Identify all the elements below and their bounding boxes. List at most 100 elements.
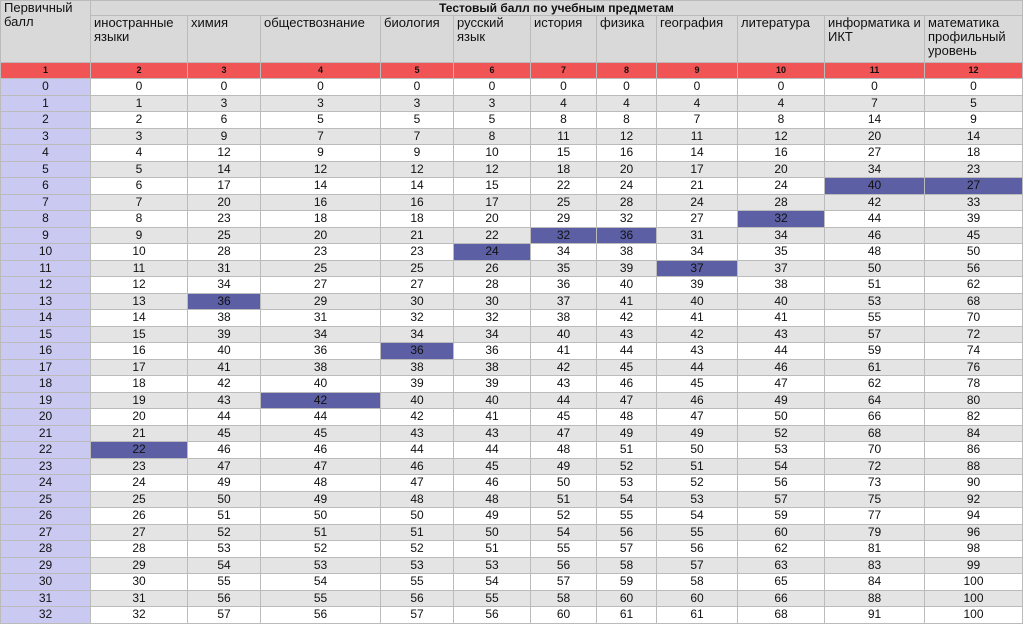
table-row: 21 21 45 45 43 43 47 49 49 52 68 84	[0, 424, 1024, 442]
test-score: 12	[453, 160, 531, 178]
test-score: 52	[260, 540, 381, 558]
test-score: 98	[923, 540, 1024, 558]
test-score: 44	[380, 441, 454, 459]
table-row: 12 12 34 27 27 28 36 40 39 38 51 62	[0, 276, 1024, 294]
primary-score: 10	[0, 243, 91, 261]
test-score: 27	[380, 276, 454, 294]
test-score: 8	[737, 111, 825, 129]
test-score: 0	[656, 78, 738, 96]
primary-score: 32	[0, 606, 91, 624]
test-score: 43	[737, 325, 825, 343]
test-score: 35	[530, 259, 597, 277]
test-score: 50	[380, 507, 454, 525]
test-score: 32	[530, 226, 597, 244]
test-score: 40	[737, 292, 825, 310]
test-score: 52	[380, 540, 454, 558]
test-score: 56	[530, 556, 597, 574]
test-score: 59	[824, 342, 925, 360]
test-score: 55	[380, 573, 454, 591]
test-score: 43	[530, 375, 597, 393]
test-score: 80	[923, 391, 1024, 409]
test-score: 28	[596, 193, 657, 211]
test-score: 30	[453, 292, 531, 310]
test-score: 26	[453, 259, 531, 277]
test-score: 14	[90, 309, 188, 327]
column-number: 11	[824, 62, 925, 79]
primary-score: 2	[0, 111, 91, 129]
test-score: 3	[453, 94, 531, 112]
test-score: 56	[923, 259, 1024, 277]
test-score: 12	[380, 160, 454, 178]
table-row: 25 25 50 49 48 48 51 54 53 57 75 92	[0, 490, 1024, 508]
column-number: 9	[656, 62, 738, 79]
primary-score: 17	[0, 358, 91, 376]
test-score: 44	[596, 342, 657, 360]
test-score: 16	[90, 342, 188, 360]
test-score: 58	[656, 573, 738, 591]
test-score: 68	[737, 606, 825, 624]
test-score: 8	[596, 111, 657, 129]
test-score: 53	[737, 441, 825, 459]
test-score: 46	[453, 474, 531, 492]
test-score: 49	[656, 424, 738, 442]
primary-score: 31	[0, 589, 91, 607]
test-score: 41	[530, 342, 597, 360]
test-score: 20	[260, 226, 381, 244]
test-score: 73	[824, 474, 925, 492]
test-score: 45	[923, 226, 1024, 244]
column-number: 3	[187, 62, 261, 79]
test-score: 11	[90, 259, 188, 277]
primary-score: 0	[0, 78, 91, 96]
test-score: 42	[187, 375, 261, 393]
test-score: 84	[824, 573, 925, 591]
test-score: 100	[923, 589, 1024, 607]
test-score: 63	[737, 556, 825, 574]
column-number: 6	[453, 62, 531, 79]
test-score: 52	[530, 507, 597, 525]
test-score: 52	[656, 474, 738, 492]
test-score: 51	[187, 507, 261, 525]
test-score: 20	[187, 193, 261, 211]
test-score: 52	[596, 457, 657, 475]
test-score: 94	[923, 507, 1024, 525]
primary-score: 26	[0, 507, 91, 525]
test-score: 13	[90, 292, 188, 310]
test-score: 23	[187, 210, 261, 228]
test-score: 24	[90, 474, 188, 492]
test-score: 44	[824, 210, 925, 228]
test-score: 50	[656, 441, 738, 459]
test-score: 22	[453, 226, 531, 244]
primary-score: 24	[0, 474, 91, 492]
test-score: 62	[923, 276, 1024, 294]
test-score: 38	[380, 358, 454, 376]
table-row: 23 23 47 47 46 45 49 52 51 54 72 88	[0, 457, 1024, 475]
test-score: 4	[530, 94, 597, 112]
test-score: 52	[737, 424, 825, 442]
test-score: 31	[90, 589, 188, 607]
test-score: 60	[656, 589, 738, 607]
primary-score: 19	[0, 391, 91, 409]
test-score: 8	[453, 127, 531, 145]
test-score: 18	[90, 375, 188, 393]
test-score: 34	[260, 325, 381, 343]
test-score: 48	[453, 490, 531, 508]
test-score: 47	[380, 474, 454, 492]
primary-score: 29	[0, 556, 91, 574]
primary-score: 8	[0, 210, 91, 228]
test-score: 31	[260, 309, 381, 327]
test-score: 88	[824, 589, 925, 607]
test-score: 4	[596, 94, 657, 112]
test-score: 4	[90, 144, 188, 162]
test-score: 59	[596, 573, 657, 591]
test-score: 48	[260, 474, 381, 492]
test-score: 27	[824, 144, 925, 162]
test-score: 35	[737, 243, 825, 261]
test-score: 0	[530, 78, 597, 96]
test-score: 91	[824, 606, 925, 624]
test-score: 50	[923, 243, 1024, 261]
test-score: 7	[90, 193, 188, 211]
test-score: 12	[90, 276, 188, 294]
test-score: 22	[530, 177, 597, 195]
test-score: 29	[260, 292, 381, 310]
test-score: 21	[656, 177, 738, 195]
